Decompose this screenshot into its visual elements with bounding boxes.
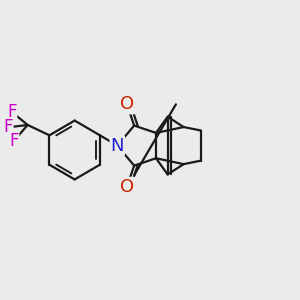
Text: F: F: [3, 118, 13, 136]
Text: F: F: [7, 103, 16, 121]
Text: N: N: [110, 136, 124, 154]
Text: O: O: [120, 178, 134, 196]
Text: F: F: [9, 132, 18, 150]
Text: O: O: [120, 95, 134, 113]
